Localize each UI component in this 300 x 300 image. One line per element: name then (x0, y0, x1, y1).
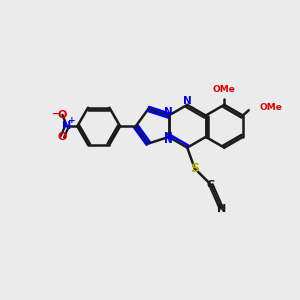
Text: OMe: OMe (259, 103, 282, 112)
Text: N: N (164, 107, 173, 117)
Text: OMe: OMe (213, 85, 236, 94)
Text: N: N (217, 204, 226, 214)
Text: S: S (190, 162, 199, 175)
Text: O: O (58, 132, 67, 142)
Text: N: N (164, 136, 173, 146)
Text: N: N (62, 121, 71, 131)
Text: +: + (68, 116, 76, 125)
Text: O: O (58, 110, 67, 120)
Text: N: N (164, 132, 173, 142)
Text: N: N (183, 96, 192, 106)
Text: C: C (207, 180, 215, 190)
Text: −: − (52, 108, 61, 118)
